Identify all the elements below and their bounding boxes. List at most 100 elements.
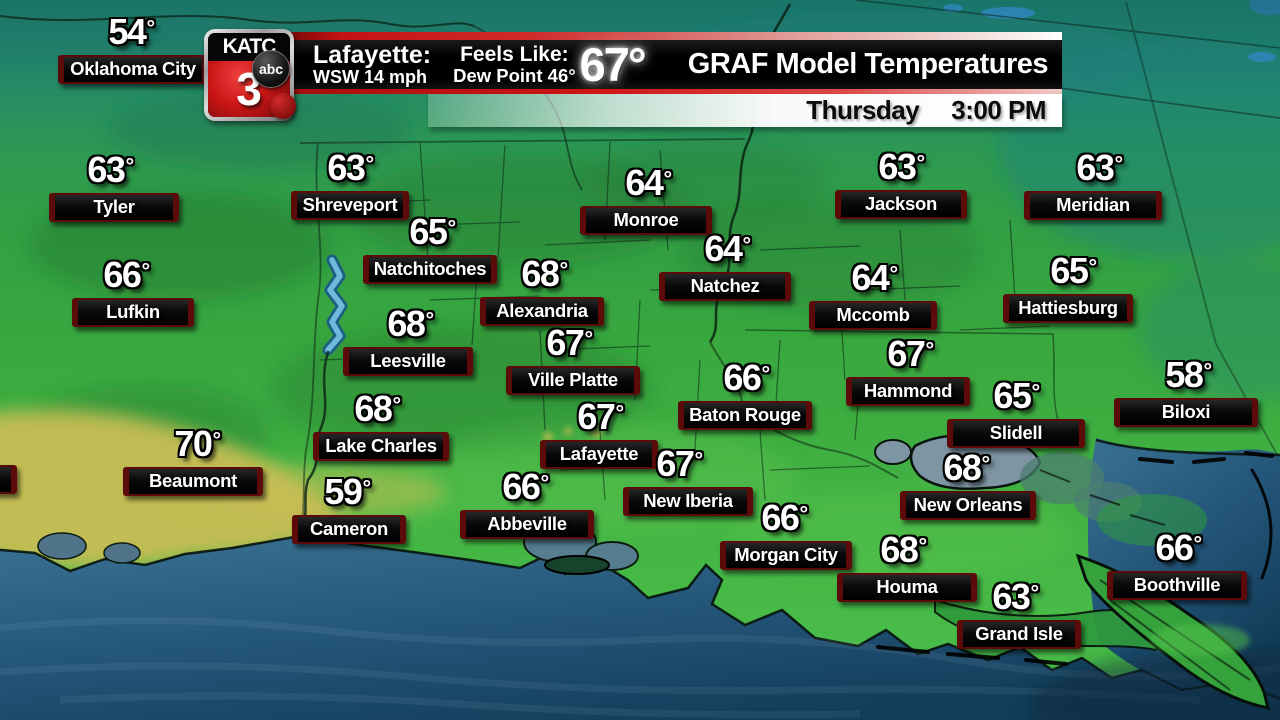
degree-symbol: °: [125, 152, 134, 178]
degree-symbol: °: [559, 256, 568, 282]
degree-symbol: °: [447, 214, 456, 240]
forecast-time-bar: Thursday 3:00 PM: [428, 94, 1062, 127]
temperature-value: 63°: [327, 150, 374, 190]
city-label: 70° Beaumont: [123, 426, 263, 496]
city-label: 68° New Orleans: [900, 450, 1036, 520]
degree-symbol: °: [1203, 357, 1212, 383]
city-label: 58° Biloxi: [1114, 357, 1258, 427]
temperature-value: 63°: [878, 149, 925, 189]
wave-texture: [0, 616, 1280, 719]
barrier-islands: [876, 451, 1274, 666]
city-name-plate: Cameron: [292, 515, 406, 544]
degree-symbol: °: [540, 469, 549, 495]
temperature-value: 68°: [387, 306, 434, 346]
degree-symbol: °: [1114, 150, 1123, 176]
city-name-plate: Beaumont: [123, 467, 263, 496]
city-name-plate: Lake Charles: [313, 432, 449, 461]
degree-symbol: °: [146, 14, 155, 40]
temp-number: 66: [761, 497, 800, 538]
temp-number: 66: [502, 466, 541, 507]
city-name-plate: Tyler: [49, 193, 179, 222]
temperature-value: 64°: [851, 260, 898, 300]
city-name-plate: Natchez: [659, 272, 791, 301]
city-name-plate: Monroe: [580, 206, 712, 235]
city-name-plate: Lufkin: [72, 298, 194, 327]
temp-number: 63: [327, 147, 366, 188]
temperature-value: 67°: [887, 336, 934, 376]
temp-number: 70: [174, 423, 213, 464]
city-label: 59° Cameron: [292, 474, 406, 544]
city-name-plate: Hammond: [846, 377, 970, 406]
degree-symbol: °: [141, 257, 150, 283]
degree-symbol: °: [694, 446, 703, 472]
banner-bottom-stripe: [279, 89, 1062, 94]
city-name-plate: Lafayette: [540, 440, 658, 469]
city-label: 63° Tyler: [49, 152, 179, 222]
temperature-value: 63°: [992, 579, 1039, 619]
temp-number: 59: [324, 471, 363, 512]
city-name-plate: Morgan City: [720, 541, 852, 570]
city-name-plate: Natchitoches: [363, 255, 497, 284]
city-label: 66° Abbeville: [460, 469, 594, 539]
temperature-value: 68°: [521, 256, 568, 296]
city-name-plate: Mccomb: [809, 301, 937, 330]
city-label: 65° Hattiesburg: [1003, 253, 1133, 323]
temp-number: 63: [87, 149, 126, 190]
forecast-time: 3:00 PM: [951, 95, 1046, 125]
partial-city-label: [0, 465, 17, 494]
degree-symbol: °: [916, 149, 925, 175]
temp-number: 67: [887, 333, 926, 374]
city-name-plate: Leesville: [343, 347, 473, 376]
degree-symbol: °: [742, 231, 751, 257]
partial-city-plate: [0, 465, 17, 494]
city-label: 63° Shreveport: [291, 150, 409, 220]
degree-symbol: °: [1031, 378, 1040, 404]
city-label: 67° New Iberia: [623, 446, 753, 516]
temperature-value: 67°: [577, 399, 624, 439]
degree-symbol: °: [925, 336, 934, 362]
city-label: 66° Morgan City: [720, 500, 852, 570]
forecast-day: Thursday: [806, 95, 920, 125]
degree-symbol: °: [425, 306, 434, 332]
temperature-value: 63°: [1076, 150, 1123, 190]
east-marsh: [1020, 452, 1207, 546]
city-name-plate: Baton Rouge: [678, 401, 812, 430]
temperature-value: 68°: [354, 391, 401, 431]
city-label: 65° Slidell: [947, 378, 1085, 448]
temp-number: 68: [943, 447, 982, 488]
temperature-value: 64°: [704, 231, 751, 271]
temp-number: 66: [1155, 527, 1194, 568]
city-name-plate: Hattiesburg: [1003, 294, 1133, 323]
temp-number: 68: [354, 388, 393, 429]
current-conditions-location: Lafayette: WSW 14 mph: [313, 40, 432, 86]
temperature-value: 66°: [723, 360, 770, 400]
city-label: 63° Grand Isle: [957, 579, 1081, 649]
temp-number: 58: [1165, 354, 1204, 395]
temp-number: 66: [103, 254, 142, 295]
temperature-value: 67°: [656, 446, 703, 486]
temperature-value: 70°: [174, 426, 221, 466]
city-name-plate: Grand Isle: [957, 620, 1081, 649]
logo-red-accent: [270, 93, 296, 119]
city-name-plate: Oklahoma City: [58, 55, 208, 84]
temperature-value: 59°: [324, 474, 371, 514]
temperature-value: 66°: [1155, 530, 1202, 570]
city-name-plate: Shreveport: [291, 191, 409, 220]
city-label: 63° Meridian: [1024, 150, 1162, 220]
degree-symbol: °: [584, 325, 593, 351]
city-name-plate: Abbeville: [460, 510, 594, 539]
temp-number: 67: [656, 443, 695, 484]
northern-lakes: [943, 0, 1280, 62]
city-name-plate: New Iberia: [623, 487, 753, 516]
temperature-value: 68°: [880, 532, 927, 572]
city-name-plate: Slidell: [947, 419, 1085, 448]
city-name-plate: New Orleans: [900, 491, 1036, 520]
location-label: Lafayette:: [313, 40, 432, 69]
degree-symbol: °: [663, 165, 672, 191]
dew-point-readout: Dew Point 46°: [453, 64, 576, 86]
temp-number: 54: [108, 11, 147, 52]
temperature-value: 67°: [546, 325, 593, 365]
temperature-value: 66°: [761, 500, 808, 540]
